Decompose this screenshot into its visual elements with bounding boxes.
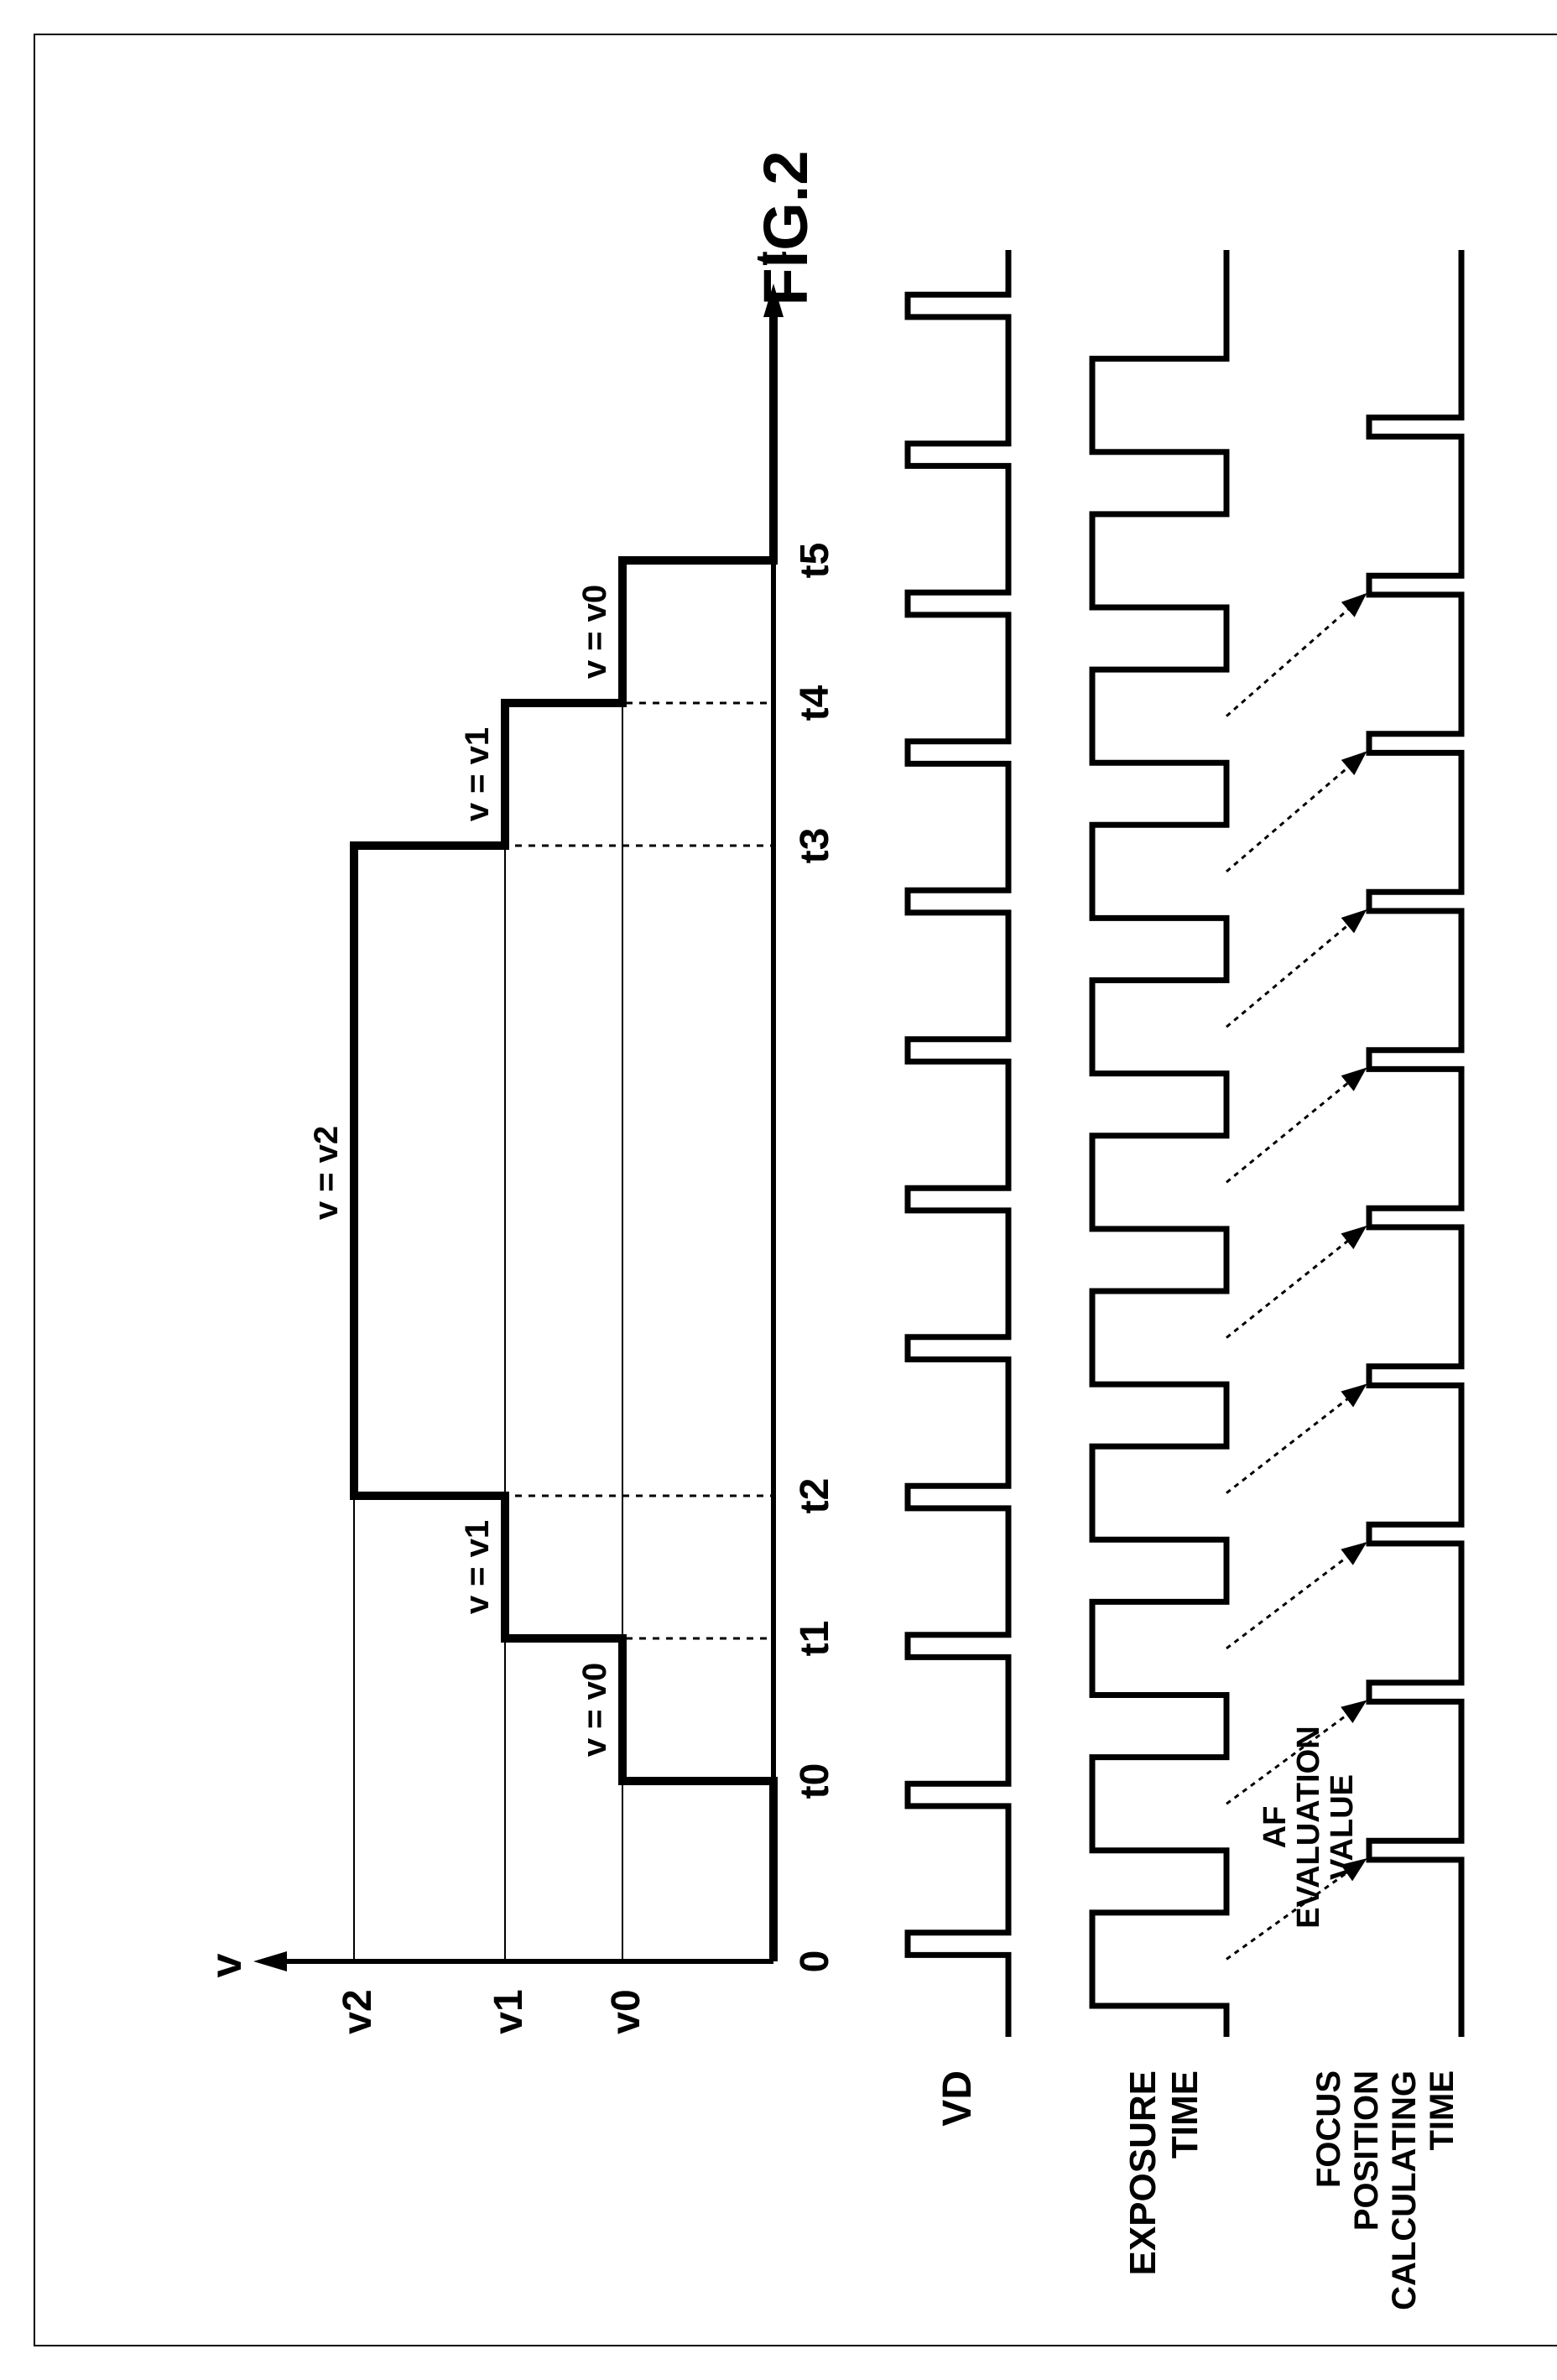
- vd-label: VD: [935, 2070, 980, 2127]
- focus-row: FOCUS POSITION CALCULATING TIME: [1310, 250, 1461, 2310]
- vd-row: VD: [908, 250, 1008, 2127]
- focus-label-3: CALCULATING: [1386, 2070, 1423, 2310]
- svg-text:EVALUATION: EVALUATION: [1291, 1726, 1326, 1928]
- seg-label-1: v = v0: [576, 1663, 613, 1757]
- xtick-t3: t3: [793, 828, 837, 864]
- ytick-v1: v1: [487, 1989, 531, 2034]
- exposure-label-2: TIME: [1164, 2070, 1206, 2159]
- velocity-chart: v t v0 v1 v2 0 t0 t1 t2 t3 t4 t5: [202, 251, 837, 2034]
- af-evaluation-label: AF EVALUATION VALUE: [1258, 1726, 1360, 1928]
- velocity-step-line: [354, 300, 773, 1961]
- focus-label-4: TIME: [1424, 2070, 1461, 2151]
- diagram-svg: FIG.2 v t v0: [35, 35, 1557, 2348]
- ytick-v0: v0: [604, 1989, 648, 2034]
- seg-label-5: v = v0: [576, 585, 613, 679]
- seg-label-4: v = v1: [459, 727, 496, 821]
- x-axis-label: t: [747, 251, 796, 265]
- focus-label-2: POSITION: [1348, 2070, 1385, 2231]
- xtick-t5: t5: [793, 543, 837, 579]
- xtick-t2: t2: [793, 1478, 837, 1514]
- seg-label-3: v = v2: [308, 1126, 345, 1220]
- svg-text:VALUE: VALUE: [1325, 1774, 1360, 1880]
- xtick-t4: t4: [793, 685, 837, 721]
- ytick-v2: v2: [336, 1989, 380, 2034]
- figure-title: FIG.2: [751, 150, 820, 305]
- xtick-t0: t0: [793, 1763, 837, 1799]
- xtick-0: 0: [793, 1950, 837, 1973]
- xtick-t1: t1: [793, 1621, 837, 1657]
- exposure-row: EXPOSURE TIME: [1092, 250, 1226, 2276]
- svg-text:AF: AF: [1258, 1806, 1293, 1849]
- exposure-label-1: EXPOSURE: [1122, 2070, 1164, 2276]
- y-axis-label: v: [202, 1953, 251, 1977]
- seg-label-2: v = v1: [459, 1520, 496, 1614]
- focus-label-1: FOCUS: [1310, 2070, 1347, 2188]
